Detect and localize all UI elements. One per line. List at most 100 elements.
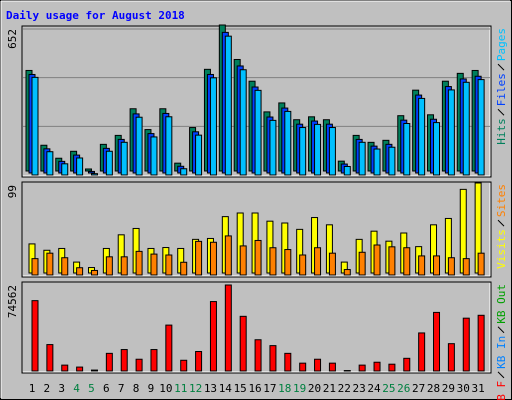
x-tick-label: 6 bbox=[103, 382, 110, 395]
bar bbox=[61, 257, 69, 276]
bar bbox=[373, 148, 381, 176]
legend-label: KB Out bbox=[495, 284, 508, 324]
x-tick-label: 19 bbox=[293, 382, 306, 395]
bar bbox=[224, 235, 232, 276]
bar bbox=[343, 370, 351, 372]
bar bbox=[87, 170, 95, 174]
bar bbox=[447, 89, 455, 176]
bar bbox=[46, 151, 54, 176]
x-tick-label: 9 bbox=[148, 382, 155, 395]
bar bbox=[90, 369, 98, 372]
bar bbox=[403, 122, 411, 176]
bar bbox=[239, 315, 247, 372]
bar bbox=[299, 254, 307, 276]
bar bbox=[433, 255, 441, 276]
y-tick-label: 652 bbox=[6, 29, 19, 49]
bar bbox=[105, 256, 113, 276]
x-tick-label: 15 bbox=[234, 382, 247, 395]
bar bbox=[90, 269, 98, 276]
x-tick-label: 5 bbox=[88, 382, 95, 395]
bar bbox=[150, 136, 158, 176]
bar bbox=[195, 134, 203, 176]
bar bbox=[433, 122, 441, 176]
bar bbox=[165, 116, 173, 176]
bar bbox=[418, 97, 426, 176]
bar bbox=[358, 141, 366, 176]
x-tick-label: 8 bbox=[133, 382, 140, 395]
bar bbox=[165, 324, 173, 372]
bar bbox=[254, 89, 262, 176]
bar bbox=[447, 343, 455, 372]
bar bbox=[150, 253, 158, 276]
bar bbox=[299, 362, 307, 372]
bar bbox=[373, 361, 381, 372]
bar bbox=[314, 247, 322, 276]
label-separator bbox=[497, 371, 505, 379]
x-tick-label: 4 bbox=[73, 382, 80, 395]
y-tick-label: 74562 bbox=[6, 285, 19, 318]
bar bbox=[61, 163, 69, 176]
bar bbox=[477, 79, 485, 176]
x-tick-label: 28 bbox=[427, 382, 440, 395]
x-tick-label: 20 bbox=[308, 382, 321, 395]
legend-label: KB F bbox=[495, 381, 508, 400]
bar bbox=[269, 247, 277, 276]
bar bbox=[31, 76, 39, 176]
bar bbox=[358, 251, 366, 276]
bar bbox=[90, 173, 98, 176]
bar bbox=[343, 269, 351, 276]
bar bbox=[403, 357, 411, 372]
bar bbox=[254, 239, 262, 276]
bar bbox=[388, 146, 396, 176]
label-separator bbox=[497, 63, 505, 71]
bar bbox=[61, 364, 69, 372]
bar bbox=[299, 127, 307, 176]
label-separator bbox=[497, 108, 505, 116]
bar bbox=[373, 244, 381, 276]
x-tick-label: 7 bbox=[118, 382, 125, 395]
bar bbox=[76, 157, 84, 176]
x-tick-label: 18 bbox=[278, 382, 291, 395]
bar bbox=[150, 349, 158, 372]
bar bbox=[135, 116, 143, 176]
bar bbox=[209, 301, 217, 372]
legend-label: Hits bbox=[495, 118, 508, 145]
x-tick-label: 10 bbox=[159, 382, 172, 395]
label-separator bbox=[497, 326, 505, 334]
bar bbox=[46, 344, 54, 372]
bar bbox=[254, 339, 262, 372]
bar bbox=[180, 359, 188, 372]
bar bbox=[195, 240, 203, 276]
label-separator bbox=[497, 219, 505, 227]
bar bbox=[195, 351, 203, 372]
bar bbox=[165, 254, 173, 276]
bar bbox=[239, 69, 247, 176]
bar bbox=[224, 284, 232, 372]
bar bbox=[76, 267, 84, 276]
bar bbox=[433, 311, 441, 372]
bar bbox=[418, 255, 426, 276]
x-tick-label: 31 bbox=[472, 382, 485, 395]
bar bbox=[105, 150, 113, 176]
x-tick-label: 26 bbox=[397, 382, 410, 395]
bar bbox=[462, 81, 470, 176]
bar bbox=[76, 366, 84, 372]
bar bbox=[135, 358, 143, 372]
bar bbox=[105, 352, 113, 372]
x-tick-label: 23 bbox=[353, 382, 366, 395]
bar bbox=[284, 249, 292, 276]
x-tick-label: 2 bbox=[44, 382, 51, 395]
bar bbox=[120, 349, 128, 372]
bar bbox=[462, 258, 470, 276]
bar bbox=[328, 362, 336, 372]
x-tick-label: 3 bbox=[58, 382, 65, 395]
bar bbox=[209, 77, 217, 176]
bar bbox=[477, 252, 485, 276]
legend-label: Files bbox=[495, 73, 508, 106]
x-tick-label: 25 bbox=[382, 382, 395, 395]
bar bbox=[31, 258, 39, 276]
bar bbox=[358, 364, 366, 372]
bar bbox=[180, 261, 188, 276]
